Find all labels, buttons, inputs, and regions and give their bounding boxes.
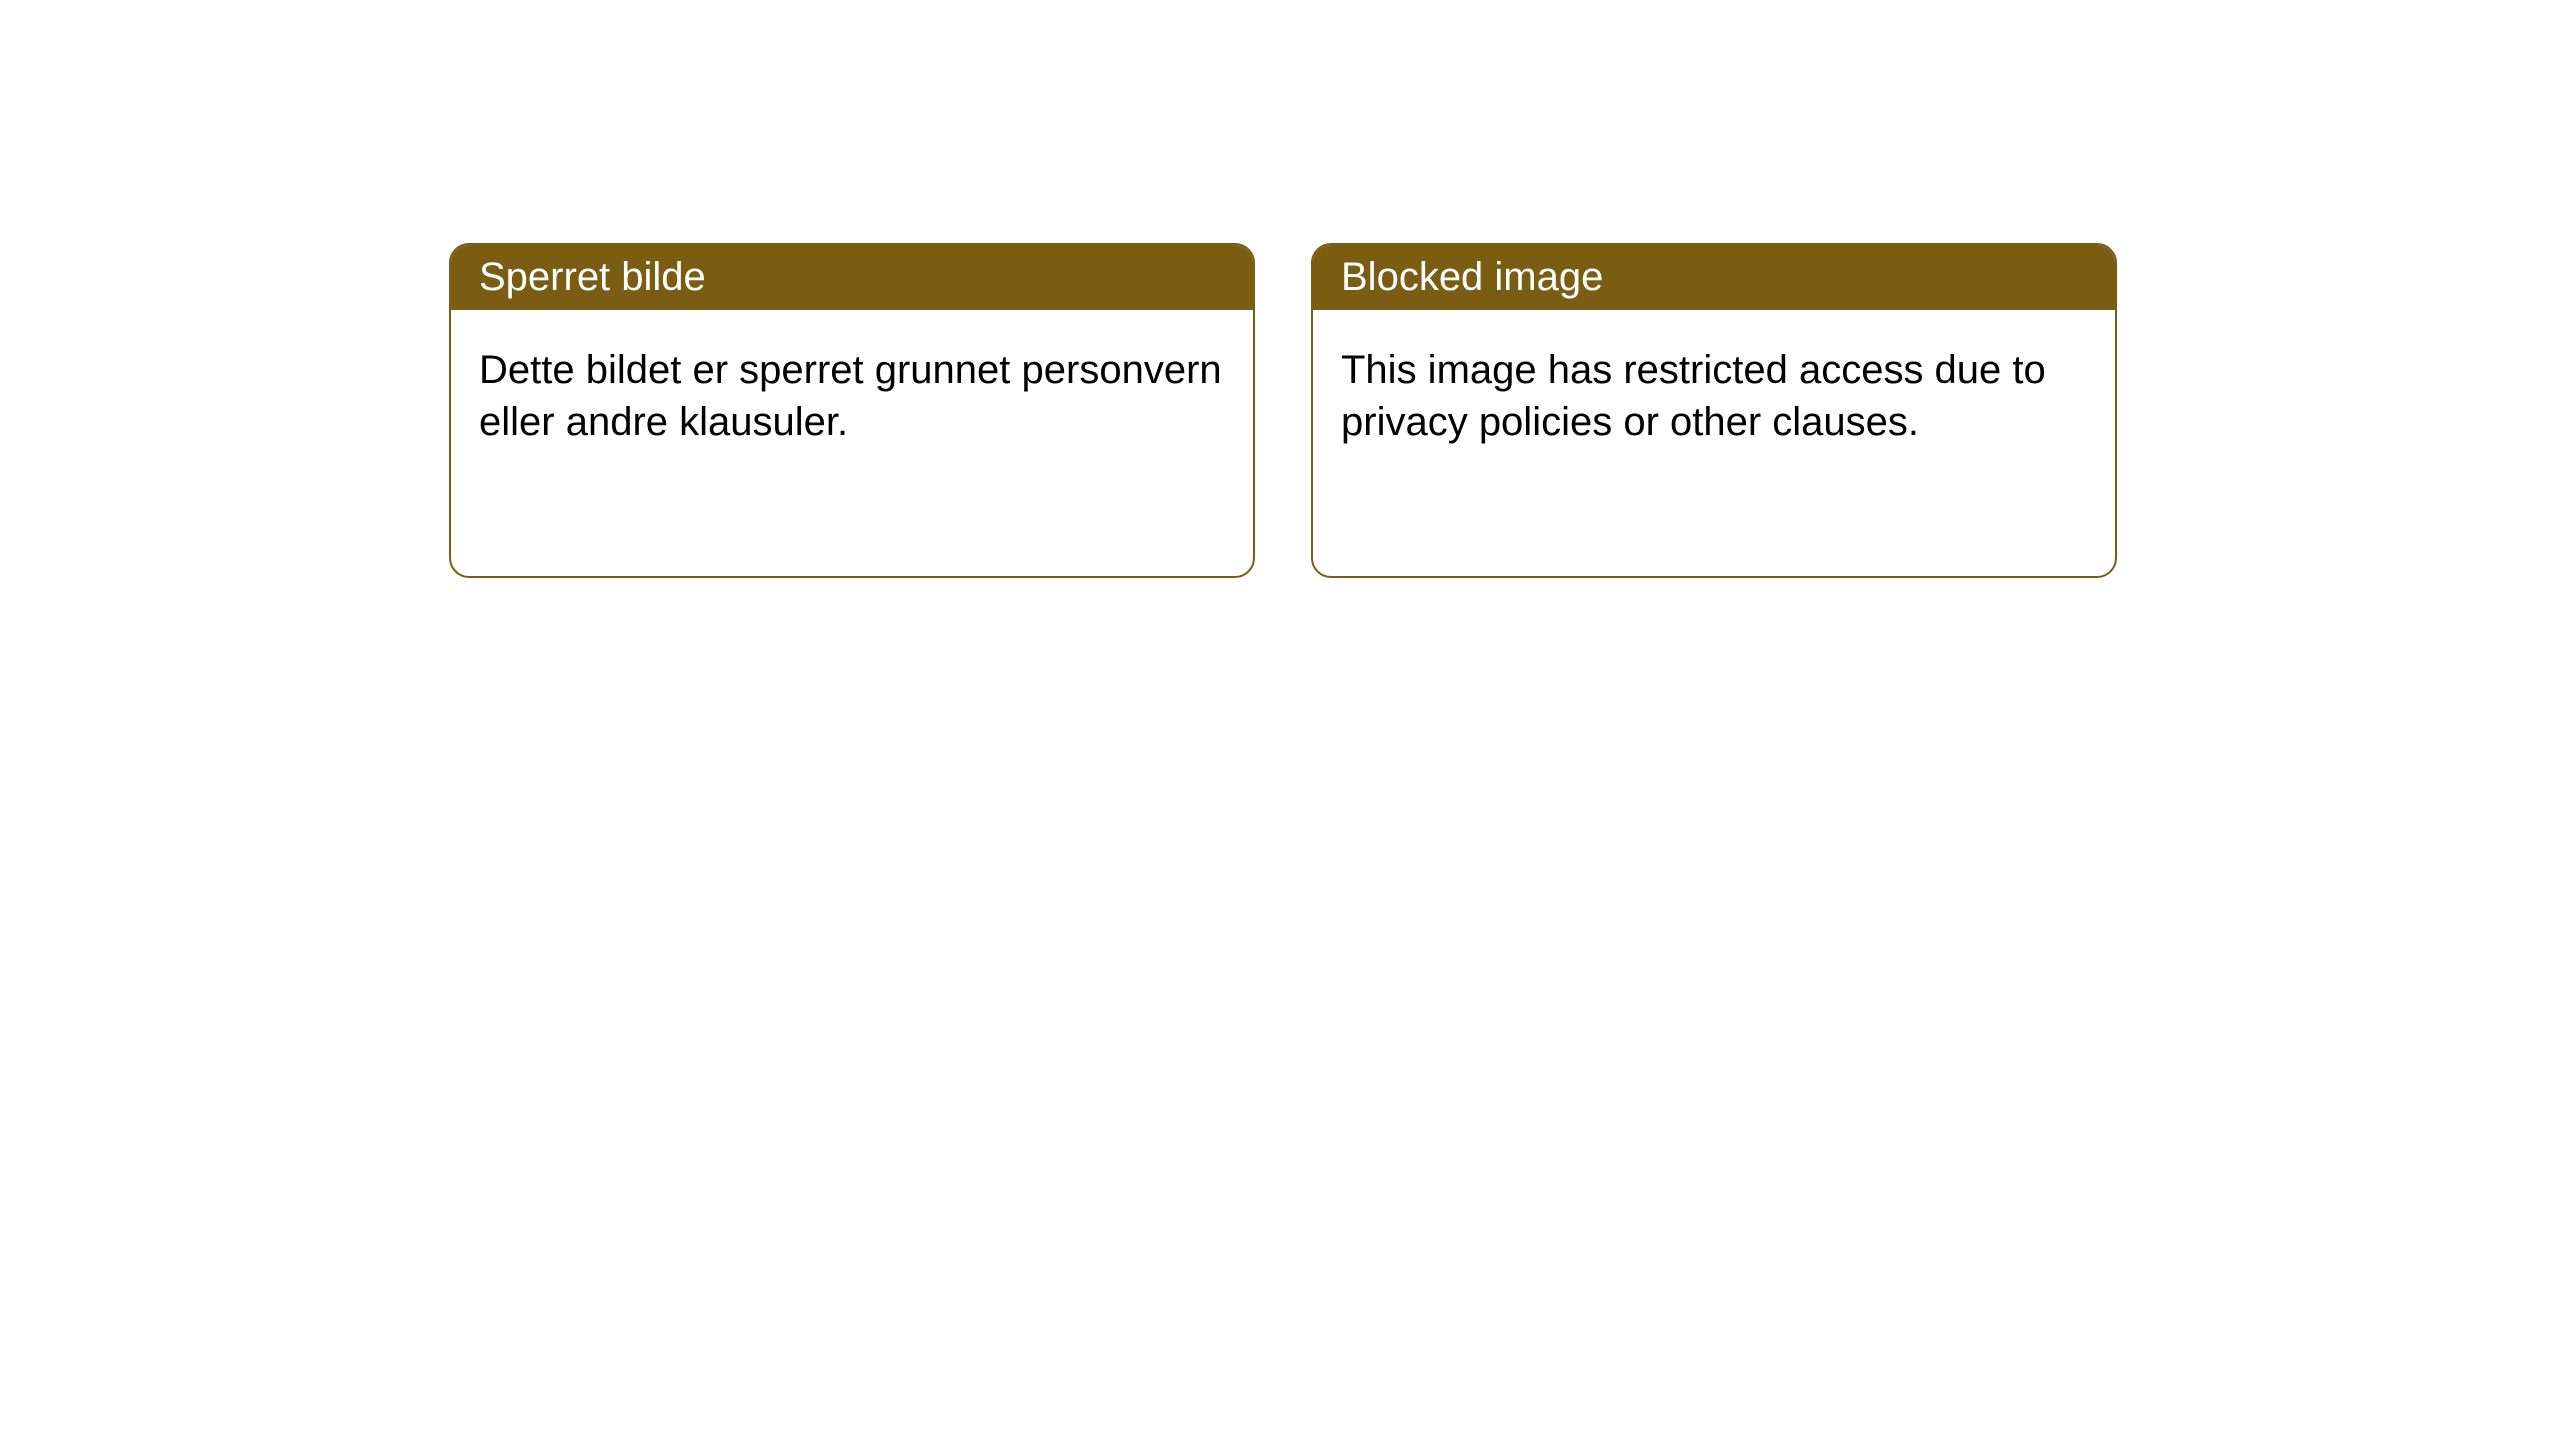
- card-header: Sperret bilde: [451, 245, 1253, 310]
- card-body: This image has restricted access due to …: [1313, 310, 2115, 482]
- notice-card-english: Blocked image This image has restricted …: [1311, 243, 2117, 578]
- card-header: Blocked image: [1313, 245, 2115, 310]
- notice-cards-container: Sperret bilde Dette bildet er sperret gr…: [0, 0, 2560, 578]
- card-body: Dette bildet er sperret grunnet personve…: [451, 310, 1253, 482]
- card-title: Blocked image: [1341, 255, 1603, 299]
- card-message: Dette bildet er sperret grunnet personve…: [479, 348, 1222, 444]
- card-message: This image has restricted access due to …: [1341, 348, 2046, 444]
- card-title: Sperret bilde: [479, 255, 706, 299]
- notice-card-norwegian: Sperret bilde Dette bildet er sperret gr…: [449, 243, 1255, 578]
